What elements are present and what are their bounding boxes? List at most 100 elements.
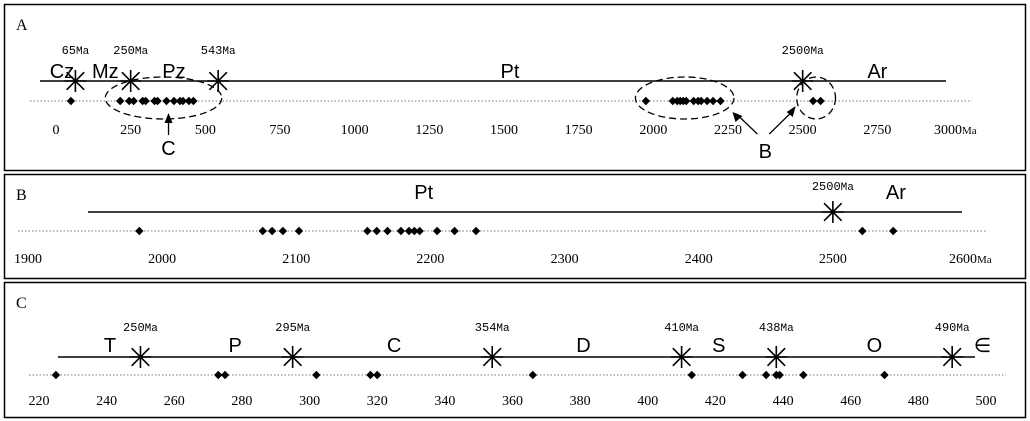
data-point xyxy=(116,97,124,105)
tick-label: 1500 xyxy=(490,123,518,138)
data-point xyxy=(799,371,807,379)
era-label: S xyxy=(712,335,725,357)
boundary-label: 65Ma xyxy=(62,44,90,58)
axis-unit: Ma xyxy=(977,254,992,266)
data-point xyxy=(738,371,746,379)
tick-label: 2000 xyxy=(639,123,667,138)
tick-label: 400 xyxy=(637,394,658,409)
boundary-label: 354Ma xyxy=(475,321,510,335)
tick-label: 2300 xyxy=(551,252,579,267)
data-point xyxy=(129,97,137,105)
era-label: C xyxy=(387,335,401,357)
data-point xyxy=(688,371,696,379)
boundary-label: 410Ma xyxy=(664,321,699,335)
data-point xyxy=(162,97,170,105)
tick-label: 2400 xyxy=(685,252,713,267)
axis-unit: Ma xyxy=(962,125,977,137)
boundary-label: 250Ma xyxy=(123,321,158,335)
boundary-star-marker xyxy=(671,346,693,368)
data-point xyxy=(642,97,650,105)
tick-label: 320 xyxy=(367,394,388,409)
data-point xyxy=(415,227,423,235)
era-label: Cz xyxy=(50,61,74,83)
data-point xyxy=(472,227,480,235)
tick-label: 260 xyxy=(164,394,185,409)
tick-label: 2500 xyxy=(819,252,847,267)
panel-label: B xyxy=(16,187,27,204)
tick-label: 1250 xyxy=(415,123,443,138)
data-point xyxy=(809,97,817,105)
tick-label: 2000 xyxy=(148,252,176,267)
tick-label: 420 xyxy=(705,394,726,409)
data-point xyxy=(373,371,381,379)
boundary-star-marker xyxy=(481,346,503,368)
tick-label: 460 xyxy=(840,394,861,409)
data-point xyxy=(709,97,717,105)
data-point xyxy=(312,371,320,379)
panel-label: C xyxy=(16,295,27,312)
group-ellipse xyxy=(105,77,221,119)
tick-label: 220 xyxy=(29,394,50,409)
boundary-star-marker xyxy=(941,346,963,368)
data-point xyxy=(762,371,770,379)
era-label: Ar xyxy=(867,61,887,83)
data-point xyxy=(816,97,824,105)
group-arrow-head xyxy=(732,112,742,122)
data-point xyxy=(221,371,229,379)
group-arrow-head xyxy=(165,113,173,123)
tick-label: 250 xyxy=(120,123,141,138)
tick-label: 340 xyxy=(434,394,455,409)
tick-label: 500 xyxy=(195,123,216,138)
tick-label: 0 xyxy=(53,123,60,138)
panel-b: B 1900 2000 2100 2200 2300 2400 2500 2600Ma 2500M… xyxy=(5,175,1026,279)
tick-label: 300 xyxy=(299,394,320,409)
era-label: Mz xyxy=(92,61,119,83)
panel-frame xyxy=(5,5,1026,171)
era-label: Ar xyxy=(886,182,906,204)
era-label: Pt xyxy=(501,61,520,83)
era-label: O xyxy=(867,335,883,357)
tick-label: 750 xyxy=(270,123,291,138)
data-point xyxy=(295,227,303,235)
tick-label: 360 xyxy=(502,394,523,409)
data-point xyxy=(268,227,276,235)
boundary-label: 2500Ma xyxy=(782,44,824,58)
data-point xyxy=(383,227,391,235)
data-point xyxy=(67,97,75,105)
tick-label: 1900 xyxy=(14,252,42,267)
data-point xyxy=(363,227,371,235)
panel-label: A xyxy=(16,17,28,34)
group-label: B xyxy=(759,141,772,163)
boundary-star-marker xyxy=(765,346,787,368)
data-point xyxy=(259,227,267,235)
era-label: Pz xyxy=(162,61,185,83)
data-point xyxy=(279,227,287,235)
tick-label: 2100 xyxy=(282,252,310,267)
data-point xyxy=(858,227,866,235)
boundary-label: 438Ma xyxy=(759,321,794,335)
tick-label: 280 xyxy=(231,394,252,409)
boundary-star-marker xyxy=(129,346,151,368)
group-ellipse xyxy=(797,77,836,119)
data-point xyxy=(880,371,888,379)
boundary-star-marker xyxy=(822,201,844,223)
data-point xyxy=(52,371,60,379)
tick-label: 440 xyxy=(773,394,794,409)
tick-label: 380 xyxy=(570,394,591,409)
data-point xyxy=(373,227,381,235)
tick-label: 240 xyxy=(96,394,117,409)
tick-label: 480 xyxy=(908,394,929,409)
data-point xyxy=(716,97,724,105)
data-point xyxy=(529,371,537,379)
group-label: C xyxy=(161,138,175,160)
era-label: D xyxy=(576,335,590,357)
boundary-label: 295Ma xyxy=(275,321,310,335)
data-point xyxy=(889,227,897,235)
tick-label: 1750 xyxy=(565,123,593,138)
tick-label: 500 xyxy=(976,394,997,409)
tick-label: 2750 xyxy=(863,123,891,138)
tick-label: 3000Ma xyxy=(934,123,977,138)
boundary-star-marker xyxy=(207,70,229,92)
data-point xyxy=(135,227,143,235)
